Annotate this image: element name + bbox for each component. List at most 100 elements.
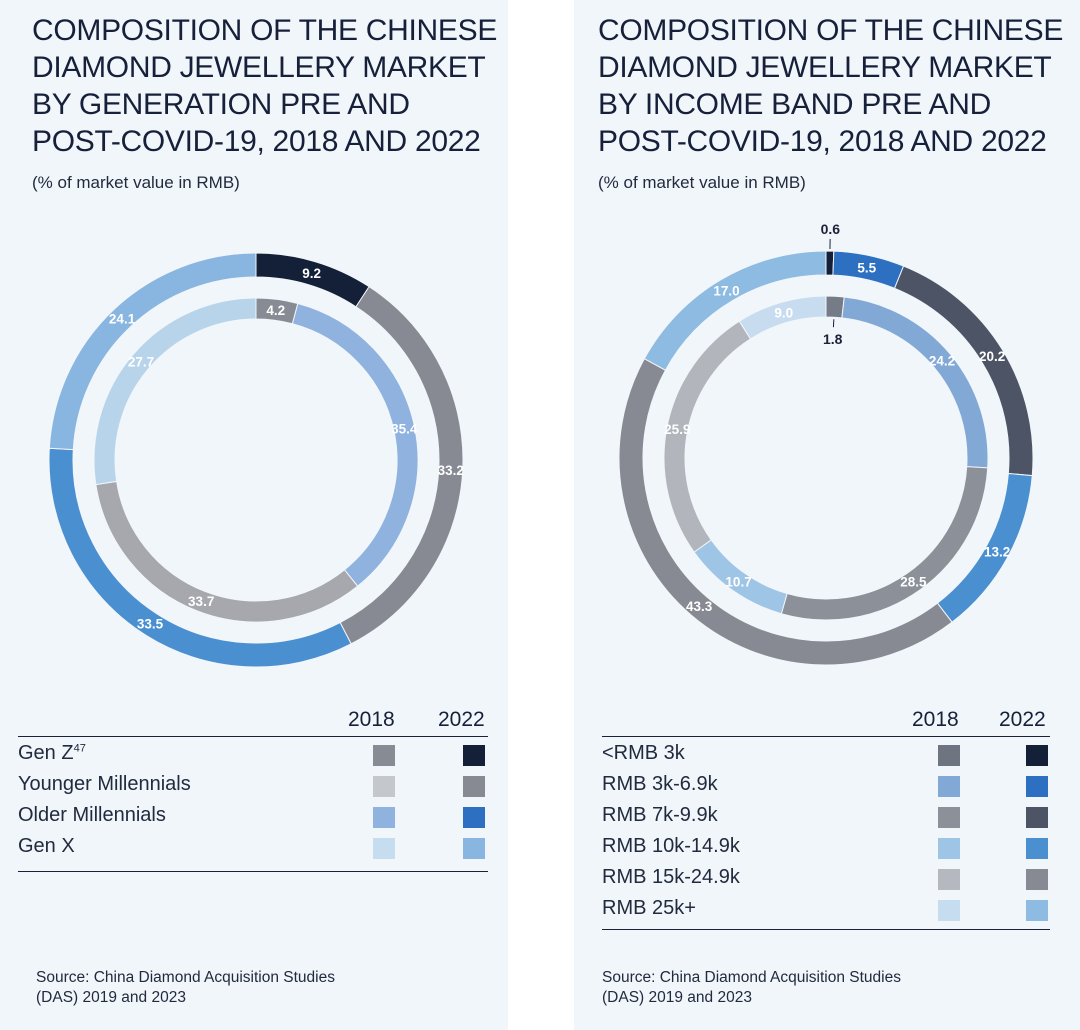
legend-label: RMB 25k+ xyxy=(602,897,696,919)
donut-segment xyxy=(93,297,257,486)
title-line: COMPOSITION OF THE CHINESE xyxy=(598,14,1064,47)
chart-panel-generation: COMPOSITION OF THE CHINESE DIAMOND JEWEL… xyxy=(0,0,508,1030)
legend-header: 2018 2022 xyxy=(602,706,1050,737)
legend-row: RMB 3k-6.9k xyxy=(602,768,1050,799)
legend-row: Younger Millennials xyxy=(18,768,488,799)
donut-segment xyxy=(643,250,827,371)
legend-swatch-2022 xyxy=(463,776,485,797)
legend-row: RMB 10k-14.9k xyxy=(602,830,1050,861)
donut-segment xyxy=(825,295,845,319)
legend-year-2018: 2018 xyxy=(348,708,395,731)
data-label: 9.2 xyxy=(302,266,321,281)
data-label: 33.2 xyxy=(438,463,464,478)
data-label: 25.9 xyxy=(664,422,690,437)
title-line: DIAMOND JEWELLERY MARKET xyxy=(32,51,486,84)
data-label: 35.4 xyxy=(391,422,418,437)
legend-label: Younger Millennials xyxy=(18,773,191,795)
legend-swatch-2022 xyxy=(1026,807,1048,828)
data-label: 17.0 xyxy=(713,283,739,298)
ring-2022: 0.6 5.5 20.2 13.2 43.3 17.0 xyxy=(618,221,1034,666)
donut-segment xyxy=(893,265,1034,477)
legend-swatch-2018 xyxy=(373,807,395,828)
legend-label: <RMB 3k xyxy=(602,742,685,764)
legend-row: Gen X xyxy=(18,830,488,861)
legend-swatch-2022 xyxy=(1026,869,1048,890)
legend-swatch-2022 xyxy=(1026,776,1048,797)
legend-label: RMB 3k-6.9k xyxy=(602,773,718,795)
title-line: DIAMOND JEWELLERY MARKET xyxy=(598,51,1052,84)
legend-swatch-2018 xyxy=(938,776,960,797)
legend-swatch-2018 xyxy=(938,745,960,766)
donut-segment xyxy=(618,357,953,666)
legend-generation: 2018 2022 Gen Z47 Younger Millennials Olde… xyxy=(18,706,488,872)
title-line: POST-COVID-19, 2018 AND 2022 xyxy=(32,125,481,158)
donut-segment xyxy=(738,295,827,340)
source-line: (DAS) 2019 and 2023 xyxy=(36,989,186,1006)
legend-year-2022: 2022 xyxy=(438,708,485,731)
ring-2018: 4.2 35.4 33.7 27.7 xyxy=(93,297,419,623)
data-label: 24.1 xyxy=(109,311,136,326)
source-note: Source: China Diamond Acquisition Studie… xyxy=(602,968,901,1008)
legend-swatch-2018 xyxy=(373,838,395,859)
legend-label: RMB 7k-9.9k xyxy=(602,804,718,826)
source-line: (DAS) 2019 and 2023 xyxy=(602,989,752,1006)
data-label: 33.5 xyxy=(137,617,164,632)
legend-swatch-2022 xyxy=(1026,745,1048,766)
legend-label: RMB 10k-14.9k xyxy=(602,835,740,857)
legend-swatch-2022 xyxy=(463,745,485,766)
legend-row: Older Millennials xyxy=(18,799,488,830)
data-label: 43.3 xyxy=(686,599,713,614)
title-line: COMPOSITION OF THE CHINESE xyxy=(32,14,498,47)
chart-title: COMPOSITION OF THE CHINESE DIAMOND JEWEL… xyxy=(598,12,1068,160)
legend-label: Older Millennials xyxy=(18,804,166,826)
donut-chart-income: 1.8 24.2 28.5 10.7 25.9 9.0 0.6 5.5 20.2 13.2 43.3… xyxy=(618,221,1034,666)
legend-row: RMB 25k+ xyxy=(602,892,1050,923)
legend-row: Gen Z47 xyxy=(18,737,488,768)
legend-income: 2018 2022 <RMB 3k RMB 3k-6.9k RMB 7k-9.9k R… xyxy=(602,706,1050,930)
legend-swatch-2022 xyxy=(463,838,485,859)
chart-subtitle: (% of market value in RMB) xyxy=(32,173,240,192)
footnote-marker: 47 xyxy=(73,742,86,755)
legend-header: 2018 2022 xyxy=(18,706,488,737)
data-label: 0.6 xyxy=(821,221,841,237)
legend-row: RMB 7k-9.9k xyxy=(602,799,1050,830)
ring-2022: 9.2 33.2 33.5 24.1 xyxy=(48,252,464,668)
donut-chart-generation: 4.2 35.4 33.7 27.7 9.2 33.2 33.5 24.1 xyxy=(48,252,464,668)
legend-swatch-2018 xyxy=(938,900,960,921)
legend-row: RMB 15k-24.9k xyxy=(602,861,1050,892)
title-line: BY INCOME BAND PRE AND xyxy=(598,88,991,121)
ring-2018: 1.8 24.2 28.5 10.7 25.9 9.0 xyxy=(663,295,989,621)
title-line: POST-COVID-19, 2018 AND 2022 xyxy=(598,125,1047,158)
legend-swatch-2022 xyxy=(1026,838,1048,859)
chart-title: COMPOSITION OF THE CHINESE DIAMOND JEWEL… xyxy=(32,12,502,160)
legend-swatch-2022 xyxy=(1026,900,1048,921)
data-label: 13.2 xyxy=(984,545,1010,560)
legend-row: <RMB 3k xyxy=(602,737,1050,768)
data-label: 9.0 xyxy=(774,306,793,321)
title-line: BY GENERATION PRE AND xyxy=(32,88,410,121)
legend-label: Gen X xyxy=(18,835,75,857)
legend-swatch-2018 xyxy=(938,838,960,859)
donut-segment xyxy=(48,447,352,668)
data-label: 20.2 xyxy=(979,349,1005,364)
source-note: Source: China Diamond Acquisition Studie… xyxy=(36,968,335,1008)
legend-label: Gen Z47 xyxy=(18,742,86,764)
source-line: Source: China Diamond Acquisition Studie… xyxy=(36,969,335,986)
data-label: 10.7 xyxy=(725,575,751,590)
legend-swatch-2022 xyxy=(463,807,485,828)
data-label: 4.2 xyxy=(266,303,285,318)
chart-subtitle: (% of market value in RMB) xyxy=(598,173,806,192)
source-line: Source: China Diamond Acquisition Studie… xyxy=(602,969,901,986)
data-label: 27.7 xyxy=(128,354,154,369)
data-label: 28.5 xyxy=(900,575,927,590)
legend-swatch-2018 xyxy=(938,807,960,828)
donut-segment xyxy=(48,252,257,451)
legend-year-2022: 2022 xyxy=(999,708,1046,731)
data-label: 33.7 xyxy=(188,594,214,609)
legend-swatch-2018 xyxy=(373,745,395,766)
data-label: 1.8 xyxy=(823,331,843,347)
data-label: 5.5 xyxy=(857,260,876,275)
legend-swatch-2018 xyxy=(938,869,960,890)
legend-year-2018: 2018 xyxy=(912,708,959,731)
data-label: 24.2 xyxy=(929,354,955,369)
